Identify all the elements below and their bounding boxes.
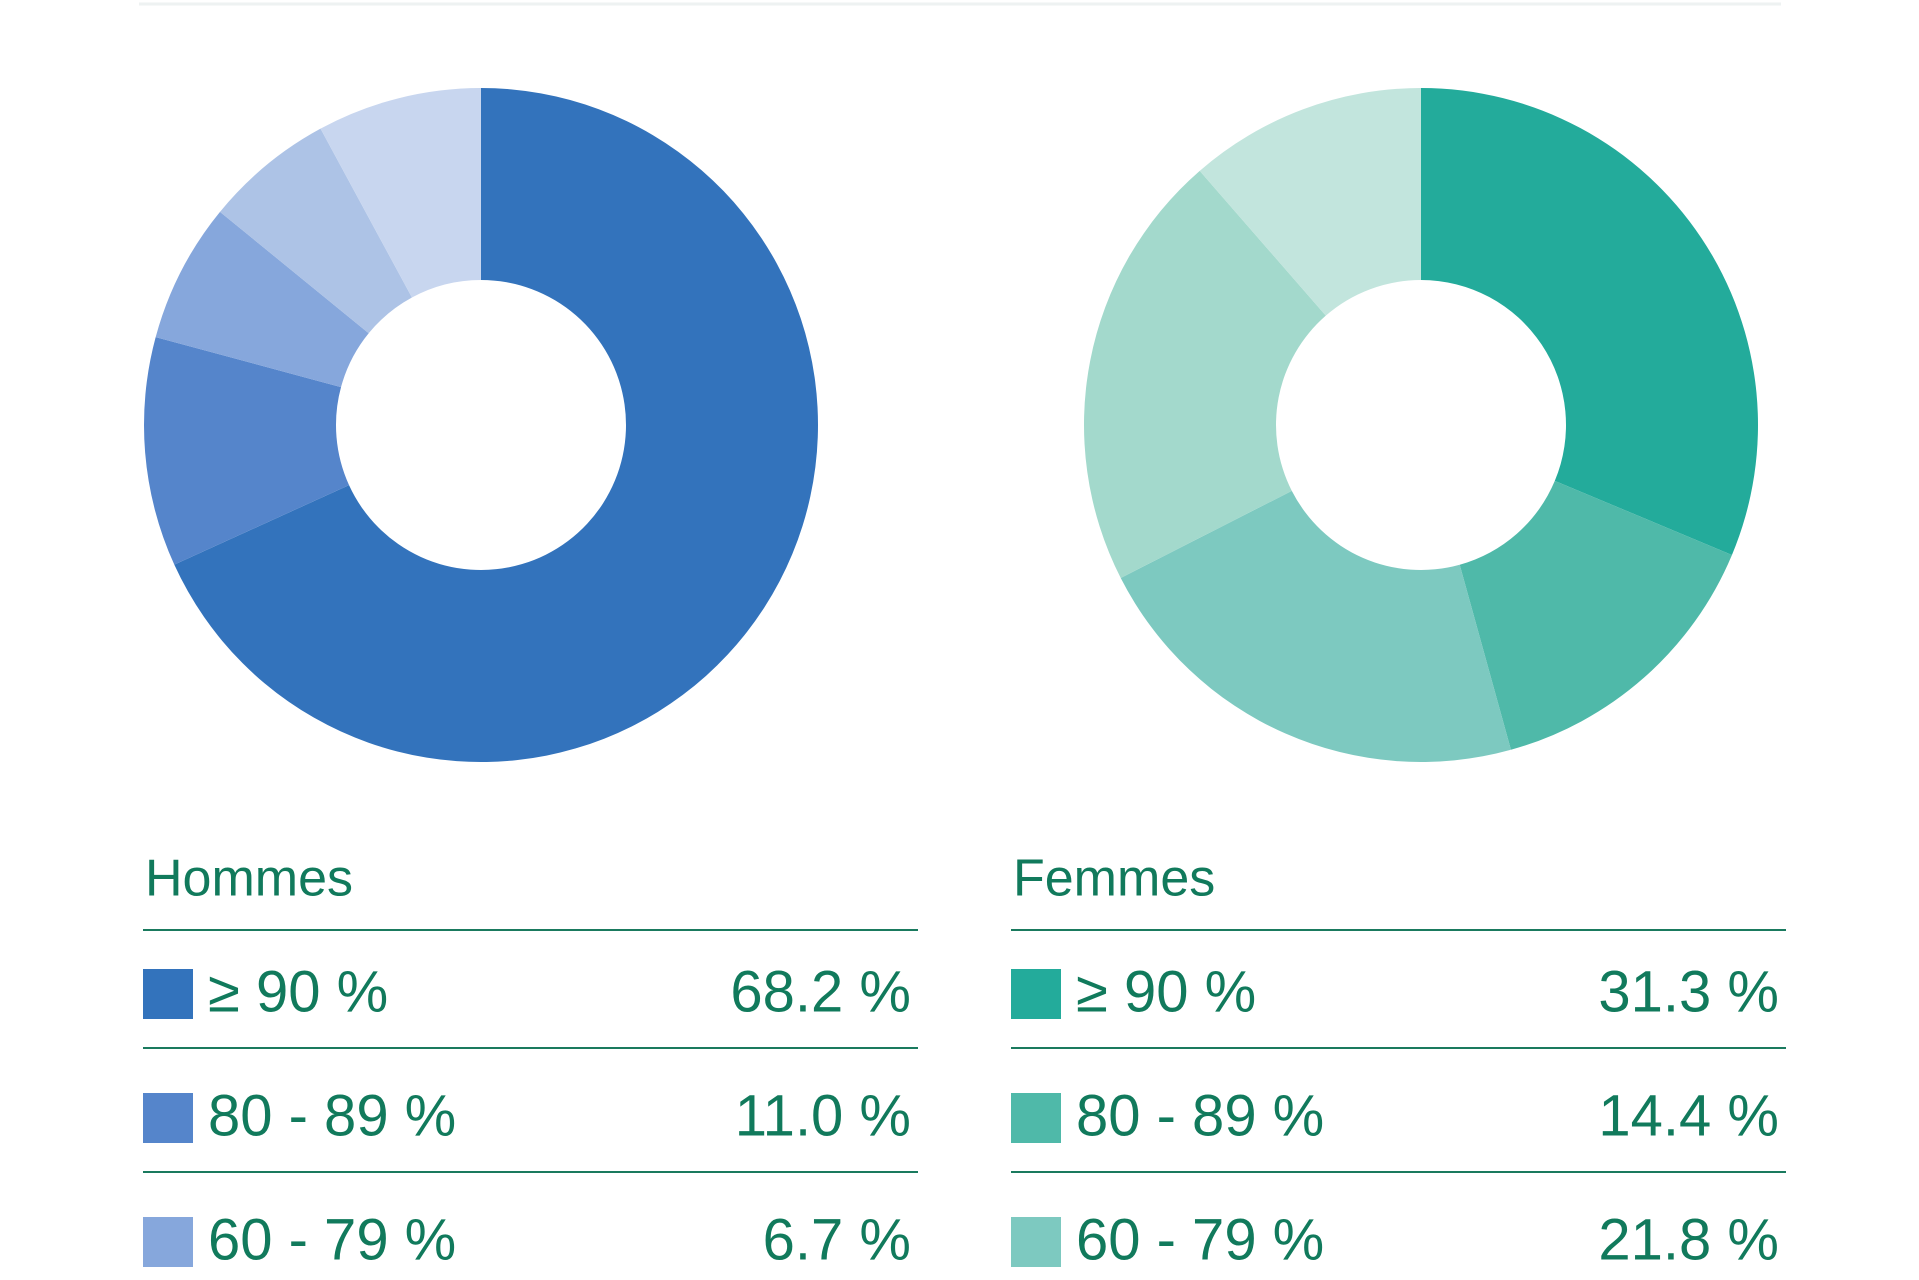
- donut-slice: [1459, 480, 1732, 750]
- donut-slice: [155, 211, 369, 388]
- legend-swatch: [1011, 1093, 1061, 1143]
- legend-swatch: [1011, 969, 1061, 1019]
- legend-swatch: [143, 1093, 193, 1143]
- legend-value: 68.2 %: [730, 959, 911, 1024]
- donut-slice: [174, 88, 819, 762]
- legend-label: ≥ 90 %: [1076, 959, 1256, 1024]
- donut-slice: [1421, 88, 1758, 555]
- donut-slice: [1120, 490, 1511, 762]
- legend-label: 80 - 89 %: [1076, 1083, 1324, 1148]
- donut-slice: [143, 337, 350, 565]
- legend-value: 14.4 %: [1598, 1083, 1779, 1148]
- legend-swatch: [143, 1217, 193, 1267]
- legend-label: 60 - 79 %: [208, 1207, 456, 1272]
- legend-label: ≥ 90 %: [208, 959, 388, 1024]
- donut-slice: [1084, 170, 1326, 578]
- legend-label: 60 - 79 %: [1076, 1207, 1324, 1272]
- legend-value: 11.0 %: [735, 1083, 911, 1148]
- donut-slice: [1199, 88, 1421, 316]
- legend-title: Femmes: [1013, 850, 1215, 908]
- legend-value: 31.3 %: [1598, 959, 1779, 1024]
- donut-slice: [320, 88, 481, 298]
- legend-label: 80 - 89 %: [208, 1083, 456, 1148]
- legend-title: Hommes: [145, 850, 353, 908]
- legend-value: 21.8 %: [1598, 1207, 1779, 1272]
- legend-value: 6.7 %: [763, 1207, 911, 1272]
- legend-swatch: [1011, 1217, 1061, 1267]
- legend-swatch: [143, 969, 193, 1019]
- donut-slice: [219, 128, 412, 334]
